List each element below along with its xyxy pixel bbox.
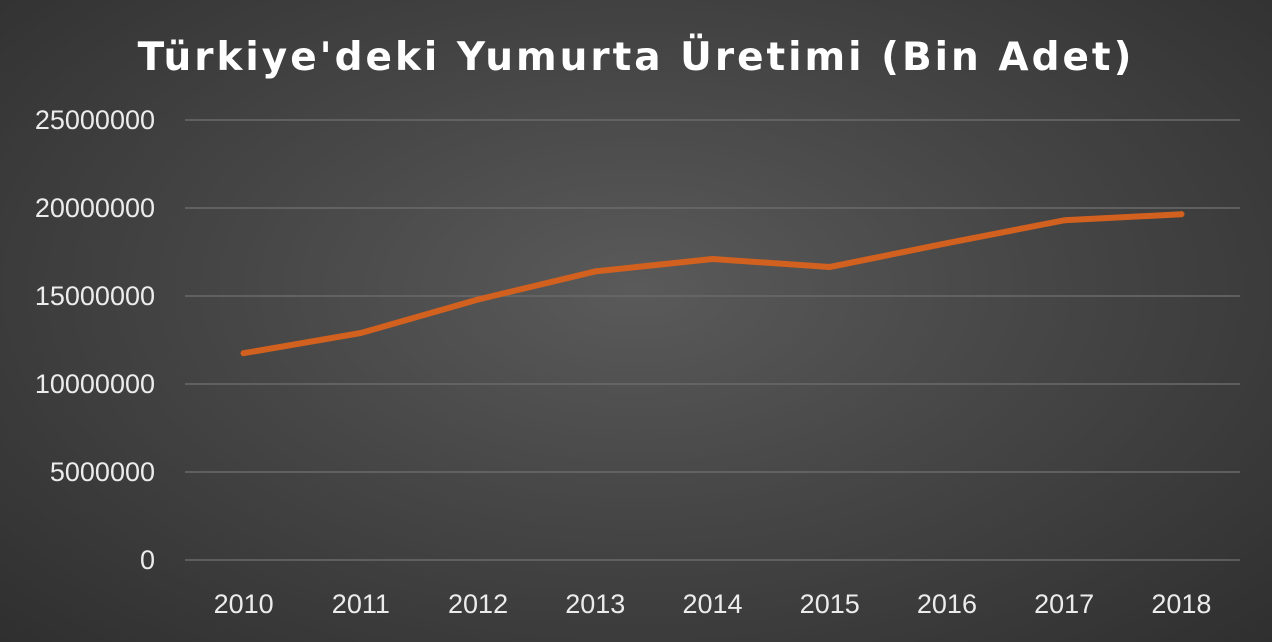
data-point-2011 [357,329,364,336]
x-axis-tick-labels: 2010 2011 2012 2013 2014 2015 2016 2017 2018 [214,589,1212,619]
x-tick-label: 2017 [1034,589,1094,619]
x-tick-label: 2018 [1151,589,1211,619]
data-point-2017 [1061,217,1068,224]
data-point-2018 [1178,211,1185,218]
x-tick-label: 2010 [214,589,274,619]
x-tick-label: 2011 [332,589,390,619]
series-layer [240,211,1185,357]
y-tick-label: 0 [140,545,155,575]
data-point-2013 [592,268,599,275]
data-point-2010 [240,350,247,357]
x-tick-label: 2012 [448,589,508,619]
y-tick-label: 5000000 [50,457,155,487]
series-line [240,211,1185,357]
gridlines [185,119,1240,561]
x-tick-label: 2013 [565,589,625,619]
x-tick-label: 2014 [682,589,742,619]
y-tick-label: 20000000 [35,193,155,223]
chart-title: Türkiye'deki Yumurta Üretimi (Bin Adet) [138,33,1135,80]
data-point-2014 [709,256,716,263]
x-tick-label: 2015 [800,589,860,619]
y-tick-label: 25000000 [35,105,155,135]
data-point-2012 [475,296,482,303]
y-axis-tick-labels: 0 5000000 10000000 15000000 20000000 25000000 [35,105,155,575]
data-point-2016 [943,240,950,247]
y-tick-label: 15000000 [35,281,155,311]
x-tick-label: 2016 [917,589,977,619]
data-point-2015 [826,263,833,270]
y-tick-label: 10000000 [35,369,155,399]
